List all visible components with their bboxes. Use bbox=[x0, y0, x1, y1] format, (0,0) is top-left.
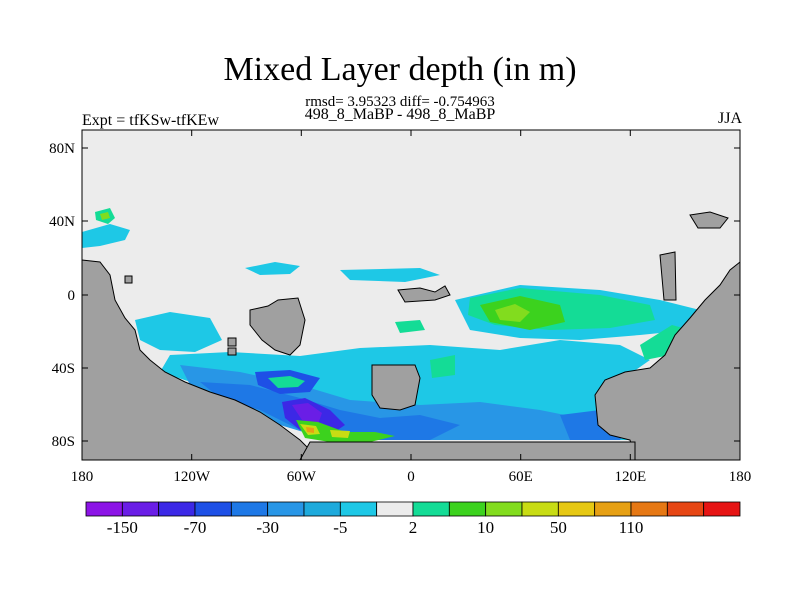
x-axis-ticks bbox=[81, 130, 741, 460]
south-pacific-patch bbox=[135, 312, 222, 352]
x-tick-label: 120E bbox=[614, 469, 646, 485]
colorbar-swatch bbox=[85, 501, 123, 517]
colorbar-label: -30 bbox=[256, 518, 279, 537]
y-tick-label: 80N bbox=[49, 141, 75, 157]
colorbar-swatch bbox=[557, 501, 596, 517]
small-island-1 bbox=[227, 337, 237, 347]
east-pacific-blue bbox=[340, 268, 440, 282]
northeast-island bbox=[689, 211, 729, 229]
y-tick-label: 0 bbox=[68, 288, 76, 304]
small-island-2 bbox=[227, 347, 237, 356]
south-america-tip bbox=[249, 297, 306, 356]
x-axis-labels: 180 120W 60W 0 60E 120E 180 bbox=[71, 469, 752, 485]
equatorial-island bbox=[397, 285, 451, 303]
colorbar bbox=[85, 501, 741, 517]
y-tick-label: 80S bbox=[52, 434, 75, 450]
colorbar-label: -70 bbox=[184, 518, 207, 537]
colorbar-label: 50 bbox=[550, 518, 567, 537]
small-island-3 bbox=[124, 275, 133, 284]
colorbar-swatch bbox=[267, 501, 305, 517]
colorbar-swatch bbox=[121, 501, 160, 517]
y-tick-label: 40N bbox=[49, 214, 75, 230]
colorbar-label: 10 bbox=[477, 518, 494, 537]
x-tick-label: 0 bbox=[407, 469, 415, 485]
colorbar-swatch bbox=[666, 501, 705, 517]
colorbar-swatch bbox=[485, 501, 523, 517]
peninsula-orange bbox=[306, 427, 314, 433]
x-tick-label: 60W bbox=[287, 469, 317, 485]
peninsula-yellow-2 bbox=[330, 430, 350, 438]
experiment-subtitle: 498_8_MaBP - 498_8_MaBP bbox=[304, 106, 496, 123]
colorbar-swatch bbox=[339, 501, 378, 517]
y-axis-labels: 80N 40N 0 40S 80S bbox=[49, 141, 75, 450]
north-pacific-lime bbox=[100, 212, 110, 220]
season-label: JJA bbox=[717, 110, 742, 127]
x-tick-label: 60E bbox=[509, 469, 533, 485]
plot-title: Mixed Layer depth (in m) bbox=[223, 51, 577, 88]
east-narrow-island bbox=[659, 251, 677, 301]
stats-line: rmsd= 3.95323 diff= -0.754963 bbox=[305, 94, 495, 110]
colorbar-swatch bbox=[230, 501, 269, 517]
colorbar-labels: -150 -70 -30 -5 2 10 50 110 bbox=[107, 518, 644, 537]
experiment-label: Expt = tfKSw-tfKEw bbox=[82, 112, 220, 129]
drake-passage-purple bbox=[292, 403, 322, 424]
north-atlantic-blue bbox=[82, 224, 130, 248]
colorbar-swatch bbox=[376, 501, 414, 517]
indian-ocean-yellow bbox=[495, 304, 530, 322]
colorbar-label: -5 bbox=[333, 518, 347, 537]
antarctica-strip bbox=[299, 441, 636, 461]
colorbar-label: -150 bbox=[107, 518, 138, 537]
mid-atlantic-patch bbox=[485, 348, 590, 425]
x-tick-label: 180 bbox=[71, 469, 94, 485]
colorbar-swatch bbox=[594, 501, 632, 517]
colorbar-label: 2 bbox=[409, 518, 418, 537]
y-axis-ticks bbox=[82, 147, 740, 442]
colorbar-swatch bbox=[303, 501, 341, 517]
colorbar-swatch bbox=[521, 501, 559, 517]
colorbar-swatch bbox=[630, 501, 668, 517]
colorbar-swatch bbox=[703, 501, 741, 517]
south-atlantic-core bbox=[268, 376, 305, 388]
colorbar-swatch bbox=[194, 501, 232, 517]
equatorial-green bbox=[395, 320, 425, 333]
y-tick-label: 40S bbox=[52, 361, 75, 377]
colorbar-swatch bbox=[158, 501, 196, 517]
colorbar-label: 110 bbox=[619, 518, 644, 537]
colorbar-swatch bbox=[412, 501, 450, 517]
x-tick-label: 120W bbox=[173, 469, 211, 485]
colorbar-swatch bbox=[448, 501, 487, 517]
x-tick-label: 180 bbox=[729, 469, 752, 485]
land-masses bbox=[81, 211, 741, 461]
south-indian-green bbox=[430, 355, 455, 378]
peninsula-green bbox=[296, 420, 395, 442]
africa-block bbox=[371, 364, 421, 411]
pacific-equatorial-blue bbox=[245, 262, 300, 275]
